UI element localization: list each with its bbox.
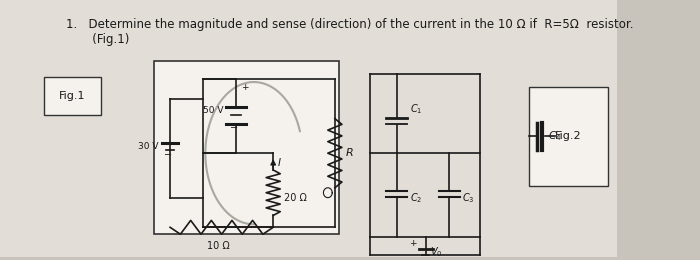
Text: 10 Ω: 10 Ω [207, 241, 230, 251]
Text: 1.   Determine the magnitude and sense (direction) of the current in the 10 Ω if: 1. Determine the magnitude and sense (di… [66, 18, 634, 31]
Text: −: − [230, 124, 239, 133]
Text: $C_4$: $C_4$ [548, 129, 561, 143]
Bar [528, 87, 608, 186]
Text: $C_1$: $C_1$ [410, 102, 422, 116]
Text: −: − [164, 150, 172, 160]
Text: Fig.2: Fig.2 [555, 131, 582, 141]
Bar [154, 61, 340, 234]
Text: I: I [278, 158, 281, 168]
Text: Fig.1: Fig.1 [59, 91, 85, 101]
Text: +: + [410, 239, 417, 248]
Text: $V_0$: $V_0$ [430, 245, 442, 259]
Text: R: R [346, 148, 354, 158]
Text: $C_3$: $C_3$ [462, 191, 475, 205]
Text: (Fig.1): (Fig.1) [66, 32, 130, 46]
Text: $C_2$: $C_2$ [410, 191, 422, 205]
Text: 30 V: 30 V [138, 142, 159, 151]
Text: +: + [241, 83, 248, 92]
Text: 50 V: 50 V [203, 106, 224, 115]
Text: 20 Ω: 20 Ω [284, 193, 307, 203]
Bar [44, 77, 102, 115]
